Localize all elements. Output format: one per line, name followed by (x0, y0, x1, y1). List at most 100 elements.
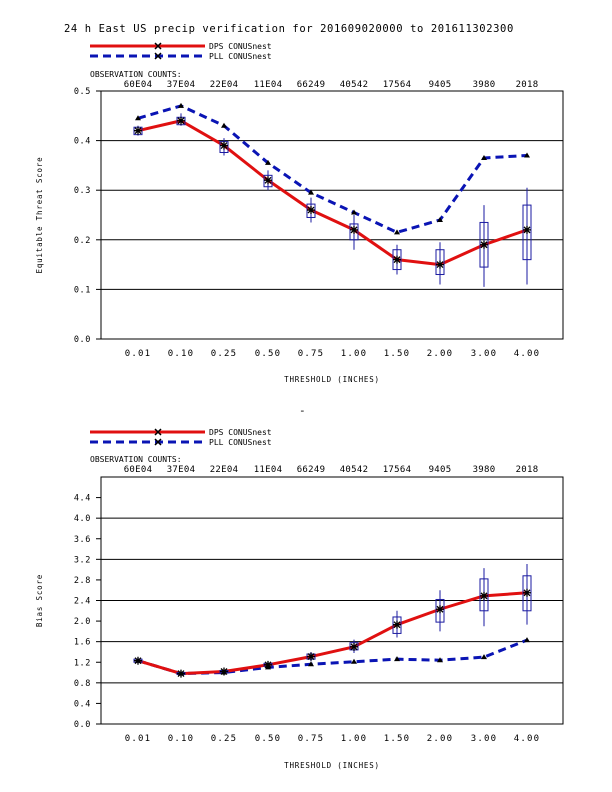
x-tick-label: 4.00 (514, 734, 540, 744)
x-tick-label: 0.01 (125, 349, 151, 359)
obs-count: 60E04 (124, 80, 153, 90)
data-point-pll (394, 229, 400, 235)
error-box (435, 249, 445, 276)
data-point-pll (481, 154, 487, 160)
y-tick-label: 3.6 (74, 535, 91, 545)
x-tick-label: 0.50 (255, 734, 281, 744)
legend-marker-1 (154, 52, 162, 60)
obs-counts-label: OBSERVATION COUNTS: (90, 70, 182, 79)
data-point-dps (134, 126, 142, 135)
series-line-0 (137, 591, 528, 676)
y-tick-label: 0.4 (74, 137, 91, 147)
x-tick-label: 1.00 (341, 734, 367, 744)
x-tick-label: 3.00 (471, 734, 497, 744)
x-tick-label: 2.00 (427, 734, 453, 744)
series-line-0 (137, 119, 528, 267)
y-axis-title: Equitable Threat Score (35, 157, 44, 274)
x-tick-label: 0.75 (298, 734, 324, 744)
y-tick-label: 1.6 (74, 638, 91, 648)
y-tick-label: 0.0 (74, 335, 91, 345)
data-point-pll (265, 664, 271, 670)
plot-frame (100, 90, 564, 340)
x-tick-label: 4.00 (514, 349, 540, 359)
legend-marker-0 (154, 42, 162, 50)
obs-counts-label: OBSERVATION COUNTS: (90, 455, 182, 464)
obs-count: 40542 (340, 80, 369, 90)
data-point-pll (481, 654, 487, 660)
data-point-dps (350, 225, 358, 234)
data-point-dps (350, 642, 358, 651)
x-tick-label: 1.50 (384, 349, 410, 359)
data-point-pll (178, 102, 184, 108)
error-box (479, 578, 489, 612)
obs-count: 11E04 (254, 80, 283, 90)
obs-count: 22E04 (210, 465, 239, 475)
data-point-pll (221, 122, 227, 128)
series-line-1 (137, 638, 528, 676)
x-tick-label: 0.75 (298, 349, 324, 359)
obs-count: 3980 (473, 80, 496, 90)
data-point-dps (436, 605, 444, 614)
data-point-dps (480, 591, 488, 600)
data-point-pll (135, 115, 141, 121)
obs-count: 37E04 (167, 465, 196, 475)
data-point-pll (178, 670, 184, 676)
y-tick-label: 0.2 (74, 236, 91, 246)
legend-marker-0 (154, 428, 162, 436)
legend-label-1: PLL CONUSnest (209, 438, 272, 447)
y-tick-label: 3.2 (74, 555, 91, 565)
error-box (435, 598, 445, 623)
data-point-pll (221, 669, 227, 675)
data-point-pll (308, 189, 314, 195)
x-tick-label: 0.01 (125, 734, 151, 744)
error-box (263, 174, 273, 188)
legend-label-1: PLL CONUSnest (209, 52, 272, 61)
data-point-pll (524, 152, 530, 158)
data-point-pll (308, 661, 314, 667)
data-point-pll (394, 656, 400, 662)
data-point-dps (177, 116, 185, 125)
data-point-pll (437, 657, 443, 663)
error-box (522, 204, 532, 261)
figure-title: 24 h East US precip verification for 201… (64, 23, 514, 35)
obs-count: 2018 (516, 465, 539, 475)
data-point-dps (393, 255, 401, 264)
data-point-dps (220, 141, 228, 150)
obs-count: 2018 (516, 80, 539, 90)
x-tick-label: 0.25 (211, 734, 237, 744)
data-point-dps (523, 225, 531, 234)
data-point-dps (393, 620, 401, 629)
y-tick-label: 1.2 (74, 658, 91, 668)
data-point-pll (265, 159, 271, 165)
data-point-pll (135, 657, 141, 663)
y-tick-label: 2.0 (74, 617, 91, 627)
data-point-dps (307, 206, 315, 215)
data-point-dps (264, 176, 272, 185)
y-axis-title: Bias Score (35, 574, 44, 627)
obs-count: 9405 (429, 80, 452, 90)
data-point-pll (351, 658, 357, 664)
y-tick-label: 0.4 (74, 699, 91, 709)
y-tick-label: 0.8 (74, 679, 91, 689)
obs-count: 11E04 (254, 465, 283, 475)
data-point-dps (307, 652, 315, 661)
series-line-1 (137, 104, 528, 234)
error-box (349, 223, 359, 241)
data-point-pll (437, 216, 443, 222)
y-tick-label: 2.8 (74, 576, 91, 586)
x-axis-title: THRESHOLD (INCHES) (284, 375, 380, 384)
x-axis-title: THRESHOLD (INCHES) (284, 761, 380, 770)
x-tick-label: 0.25 (211, 349, 237, 359)
obs-count: 66249 (297, 80, 326, 90)
x-tick-label: 3.00 (471, 349, 497, 359)
data-point-dps (480, 240, 488, 249)
obs-count: 17564 (383, 465, 412, 475)
error-box (306, 203, 316, 218)
y-tick-label: 0.0 (74, 720, 91, 730)
x-tick-label: 0.10 (168, 734, 194, 744)
legend-label-0: DPS CONUSnest (209, 428, 272, 437)
y-tick-label: 0.3 (74, 186, 91, 196)
data-point-pll (524, 637, 530, 643)
